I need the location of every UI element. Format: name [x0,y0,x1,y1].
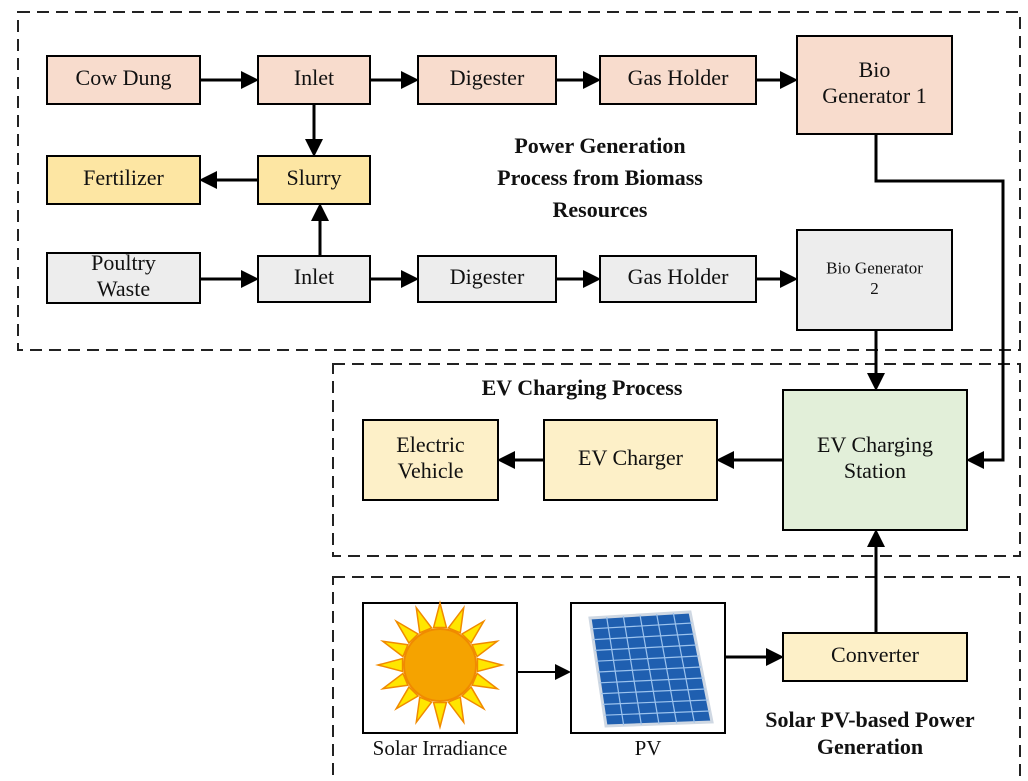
group-title: Power Generation [514,133,685,158]
page: { "groups": [ {"title_lines": ["Power Ge… [0,0,1028,776]
group-title: Generation [817,734,923,759]
node-label: Converter [831,642,920,667]
group-title: EV Charging Process [482,375,683,400]
node-label: Poultry [91,250,156,275]
node-label: 2 [870,279,879,298]
diagram: Cow DungInletDigesterGas HolderBioGenera… [0,0,1028,776]
pv-panel-icon [590,612,712,726]
node-label: Inlet [294,264,334,289]
sun-icon [378,603,502,727]
group-title: Resources [553,197,648,222]
node-label: Bio [859,57,891,82]
node-label: Slurry [287,165,342,190]
node-label: Gas Holder [628,264,729,289]
node-label: Digester [450,264,525,289]
group-title: Process from Biomass [497,165,703,190]
node-label: Fertilizer [83,165,164,190]
node-label: EV Charger [578,445,684,470]
node-label: Gas Holder [628,65,729,90]
node-label: EV Charging [817,432,933,457]
node-label: Digester [450,65,525,90]
group-title: Solar PV-based Power [765,707,975,732]
image-caption: PV [635,736,662,760]
sun-disc [404,629,476,701]
image-caption: Solar Irradiance [373,736,508,760]
nodes [47,36,967,681]
node-label: Generator 1 [822,83,926,108]
node-label: Vehicle [398,458,464,483]
node-label: Cow Dung [76,65,172,90]
node-label: Waste [97,276,150,301]
node-label: Inlet [294,65,334,90]
node-label: Bio Generator [826,259,923,278]
node-label: Station [844,458,906,483]
node-label: Electric [396,432,465,457]
